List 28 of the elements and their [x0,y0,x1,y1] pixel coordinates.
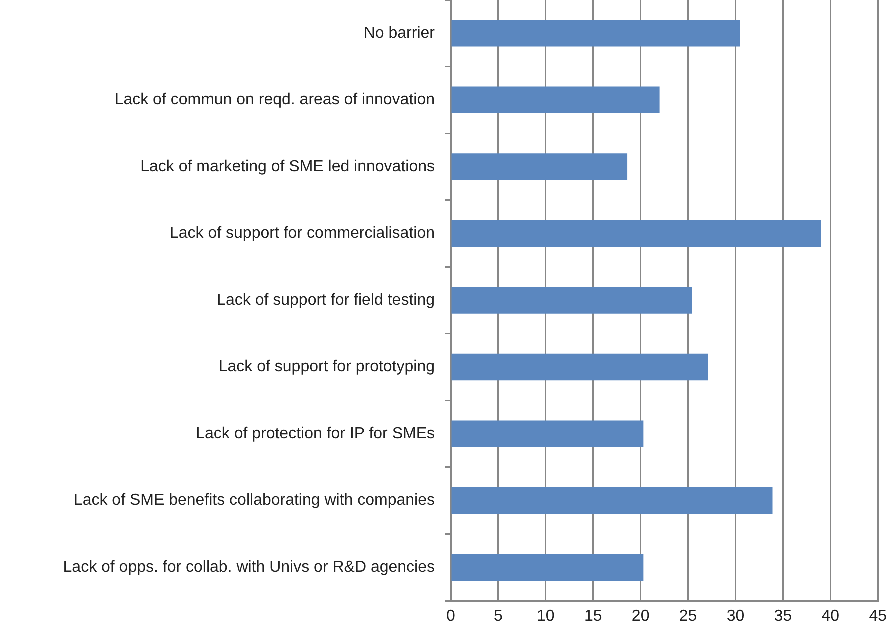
bar [452,554,644,581]
y-tick-label: Lack of marketing of SME led innovations [140,158,435,176]
y-tick-label: Lack of support for prototyping [218,358,435,376]
y-tick-label: Lack of commun on reqd. areas of innovation [114,92,435,109]
x-tick-label: 45 [869,608,888,626]
x-tick-label: 10 [537,608,555,626]
x-tick-label: 40 [822,608,840,626]
x-tick-label: 5 [494,608,504,626]
x-tick-label: 0 [446,608,456,626]
bar [452,487,773,514]
y-tick-label: Lack of support for field testing [217,292,435,309]
bar [452,287,692,314]
y-tick-label: Lack of SME benefits collaborating with companies [74,492,435,510]
bar [452,20,740,47]
x-tick-label: 30 [726,608,745,626]
y-tick-label: Lack of opps. for collab. with Univs or R&D agencies [63,559,435,576]
y-tick-label: No barrier [364,24,436,42]
bar [452,420,644,448]
bar [452,220,822,248]
bar [452,154,628,180]
y-tick-label: Lack of protection for IP for SMEs [196,425,435,442]
y-tick-label: Lack of support for commercialisation [170,225,435,242]
x-tick-label: 15 [584,608,602,626]
x-tick-label: 25 [679,608,698,626]
bar [452,354,708,381]
bar [452,86,660,114]
x-tick-label: 20 [632,608,650,626]
x-tick-label: 35 [774,608,792,626]
